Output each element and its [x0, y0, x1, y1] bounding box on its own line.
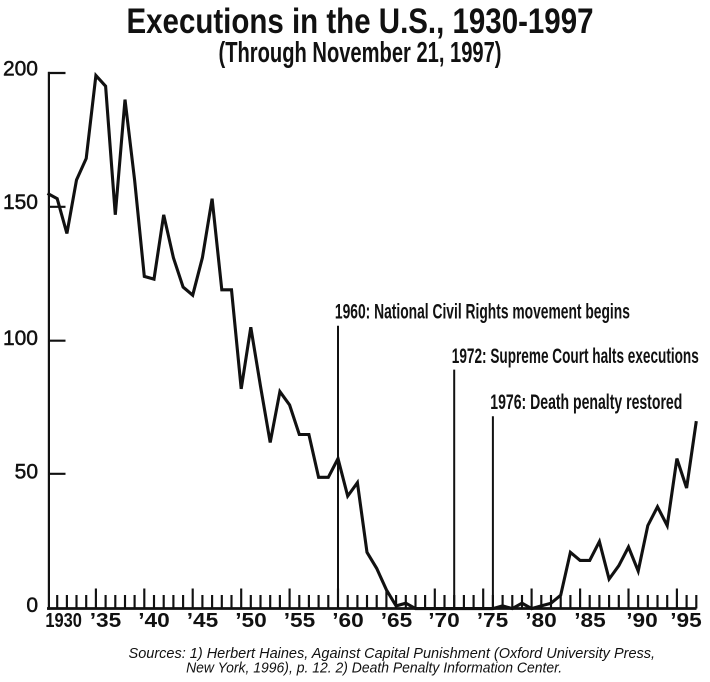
- svg-text:’50: ’50: [235, 610, 267, 632]
- svg-text:’60: ’60: [332, 610, 364, 632]
- svg-text:’45: ’45: [187, 610, 219, 632]
- svg-text:50: 50: [15, 461, 38, 484]
- svg-text:’85: ’85: [574, 610, 606, 632]
- svg-text:0: 0: [26, 594, 38, 617]
- svg-text:1960: National Civil Rights mo: 1960: National Civil Rights movement beg…: [335, 300, 630, 324]
- svg-text:1972: Supreme Court halts exec: 1972: Supreme Court halts executions: [452, 344, 699, 368]
- svg-text:1930: 1930: [45, 610, 82, 632]
- svg-text:’70: ’70: [428, 610, 460, 632]
- svg-text:’80: ’80: [525, 610, 557, 632]
- svg-text:’55: ’55: [284, 610, 316, 632]
- svg-text:200: 200: [3, 58, 38, 81]
- svg-text:’40: ’40: [138, 610, 170, 632]
- svg-text:’65: ’65: [381, 610, 413, 632]
- svg-text:Executions in the U.S., 1930-1: Executions in the U.S., 1930-1997: [127, 2, 594, 41]
- svg-text:’35: ’35: [90, 610, 122, 632]
- svg-text:’75: ’75: [477, 610, 509, 632]
- svg-text:1976: Death penalty restored: 1976: Death penalty restored: [490, 390, 682, 414]
- svg-text:150: 150: [3, 191, 38, 214]
- svg-text:100: 100: [3, 327, 38, 350]
- svg-text:’95: ’95: [670, 610, 702, 632]
- svg-text:’90: ’90: [626, 610, 658, 632]
- svg-text:(Through November 21, 1997): (Through November 21, 1997): [219, 37, 502, 69]
- svg-text:New York, 1996), p. 12. 2) Dea: New York, 1996), p. 12. 2) Death Penalty…: [186, 661, 562, 677]
- svg-text:Sources: 1) Herbert Haines, Ag: Sources: 1) Herbert Haines, Against Capi…: [129, 646, 656, 662]
